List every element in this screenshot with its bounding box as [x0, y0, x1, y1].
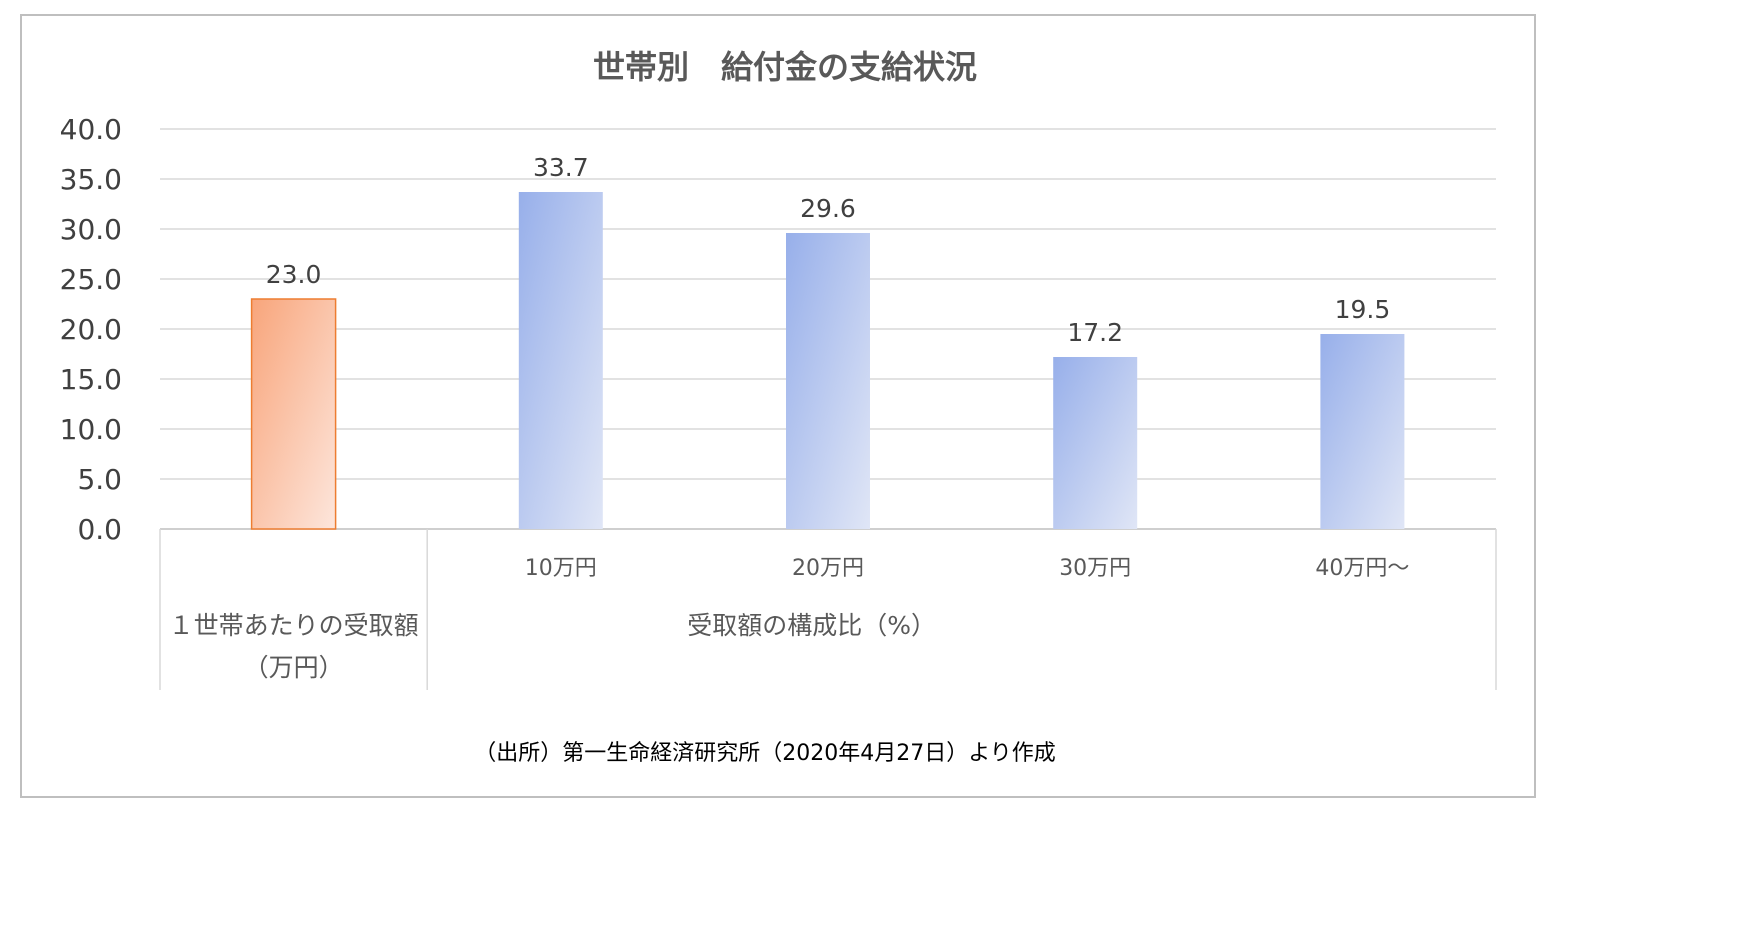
y-tick-label: 0.0 — [77, 513, 122, 546]
y-tick-label: 15.0 — [60, 363, 122, 396]
bar — [1053, 357, 1138, 529]
y-tick-label: 35.0 — [60, 163, 122, 196]
y-tick-label: 30.0 — [60, 213, 122, 246]
category-label: 40万円～ — [1315, 556, 1409, 581]
group-label: 受取額の構成比（%） — [687, 611, 936, 640]
category-label: 20万円 — [792, 556, 864, 581]
bar — [518, 192, 603, 529]
data-label: 29.6 — [800, 194, 856, 223]
group-label: １世帯あたりの受取額 — [169, 611, 419, 640]
y-tick-label: 20.0 — [60, 313, 122, 346]
data-label: 33.7 — [533, 153, 589, 182]
chart-title: 世帯別 給付金の支給状況 — [593, 48, 977, 86]
y-tick-label: 10.0 — [60, 413, 122, 446]
data-label: 23.0 — [266, 260, 322, 289]
y-tick-label: 25.0 — [60, 263, 122, 296]
y-tick-label: 5.0 — [77, 463, 122, 496]
group-label: （万円） — [244, 653, 344, 682]
data-labels: 23.0 33.7 29.6 17.2 19.5 — [266, 153, 1390, 347]
bar — [250, 298, 337, 530]
bars — [250, 192, 1405, 530]
category-label: 30万円 — [1059, 556, 1131, 581]
source-note: （出所）第一生命経済研究所（2020年4月27日）より作成 — [474, 741, 1056, 766]
y-tick-label: 40.0 — [60, 113, 122, 146]
bar — [786, 233, 870, 529]
y-axis: 0.0 5.0 10.0 15.0 20.0 25.0 30.0 35.0 40.0 — [60, 113, 122, 546]
data-label: 19.5 — [1335, 295, 1391, 324]
data-label: 17.2 — [1067, 318, 1123, 347]
bar — [1320, 334, 1405, 529]
category-label: 10万円 — [525, 556, 597, 581]
x-axis: 10万円 20万円 30万円 40万円～ １世帯あたりの受取額 （万円） 受取額の構成比（%… — [159, 529, 1497, 690]
